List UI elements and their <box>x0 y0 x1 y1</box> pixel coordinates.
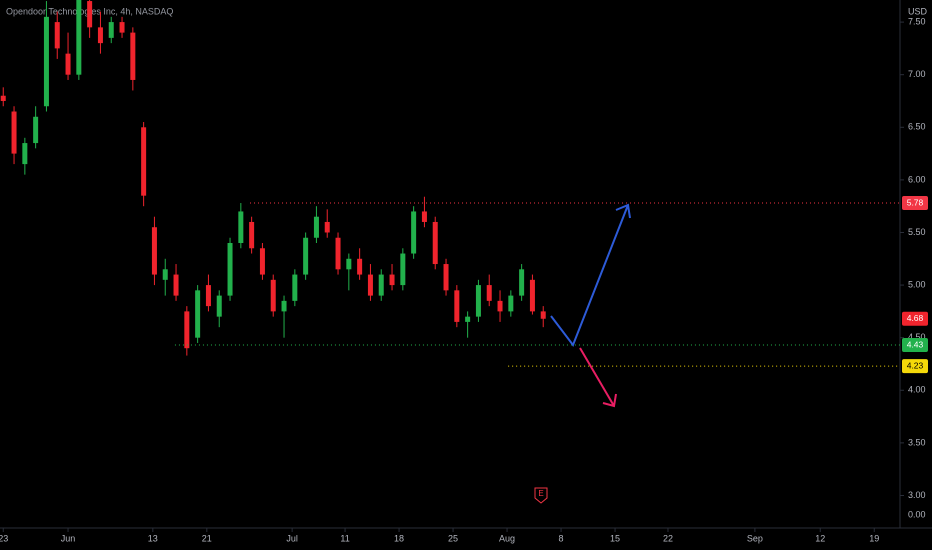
candle-body <box>249 221 255 249</box>
candle-body <box>292 274 298 301</box>
candle-body <box>141 127 147 196</box>
candle-body <box>227 243 233 296</box>
earnings-label: E <box>538 489 543 498</box>
candle-body <box>367 274 373 296</box>
bearish-arrow <box>579 347 615 407</box>
candle-body <box>65 53 71 75</box>
candle-body <box>173 274 179 296</box>
level-label-box <box>902 359 928 374</box>
x-tick-label: 25 <box>448 533 458 543</box>
candle-body <box>346 258 352 270</box>
candle-body <box>529 279 535 312</box>
x-tick-label: 11 <box>340 533 349 543</box>
y-tick-label: 3.00 <box>908 490 926 500</box>
level-label: 5.78 <box>907 197 924 207</box>
candle-body <box>108 22 114 38</box>
candle-body <box>389 274 395 286</box>
candle-body <box>519 269 525 296</box>
x-tick-label: 13 <box>148 533 158 543</box>
candle-body <box>378 274 384 296</box>
candle-body <box>540 311 546 319</box>
level-label-box <box>902 338 928 353</box>
level-label: 4.43 <box>907 339 924 349</box>
x-tick-label: 18 <box>394 533 404 543</box>
x-tick-label: Jul <box>286 533 298 543</box>
candle-body <box>43 16 49 107</box>
candle-body <box>454 290 460 322</box>
candle-body <box>205 285 211 307</box>
candle-body <box>465 316 471 322</box>
y-tick-label: 5.50 <box>908 227 926 237</box>
x-tick-label: 21 <box>202 533 212 543</box>
x-tick-label: 8 <box>559 533 564 543</box>
candle-body <box>357 258 363 275</box>
candle-body <box>162 269 168 280</box>
candle-body <box>400 253 406 286</box>
last-price-box <box>902 311 928 326</box>
bearish-arrowhead <box>602 393 617 408</box>
currency-label: USD <box>908 6 928 16</box>
y-tick-label: 5.00 <box>908 279 926 289</box>
candle-body <box>216 295 222 317</box>
candle-body <box>130 32 136 80</box>
last-price-label: 4.68 <box>907 313 924 323</box>
candle-body <box>119 22 125 33</box>
y-tick-label: 7.50 <box>908 16 926 26</box>
x-tick-label: 23 <box>0 533 8 543</box>
y-tick-label: 4.50 <box>908 332 926 342</box>
candle-body <box>33 116 39 144</box>
x-tick-label: Jun <box>61 533 76 543</box>
candle-body <box>281 300 287 312</box>
candle-body <box>421 211 427 222</box>
level-label: 4.23 <box>907 360 924 370</box>
candle-body <box>259 248 265 275</box>
y-tick-label: 3.50 <box>908 437 926 447</box>
candle-body <box>497 300 503 312</box>
x-tick-label: 19 <box>869 533 879 543</box>
candle-body <box>54 22 60 49</box>
candle-body <box>87 1 93 28</box>
y-tick-label: 6.00 <box>908 174 926 184</box>
y-tick-label: 4.00 <box>908 385 926 395</box>
candle-body <box>303 237 309 275</box>
candle-body <box>486 285 492 301</box>
x-tick-label: 15 <box>610 533 620 543</box>
candle-body <box>76 0 82 75</box>
y-tick-label: 6.50 <box>908 122 926 132</box>
candle-body <box>195 290 201 338</box>
candle-body <box>475 285 481 317</box>
candle-body <box>97 27 103 44</box>
bullish-arrowhead <box>615 203 631 219</box>
x-tick-label: 12 <box>815 533 825 543</box>
candle-body <box>184 311 190 349</box>
candle-body <box>411 211 417 254</box>
x-tick-label: 22 <box>663 533 673 543</box>
y-tick-label: 7.00 <box>908 69 926 79</box>
candle-body <box>432 221 438 265</box>
candle-body <box>508 295 514 312</box>
x-tick-label: Aug <box>499 533 515 543</box>
x-tick-label: Sep <box>747 533 763 543</box>
volume-scale-label: 0.00 <box>908 509 926 519</box>
earnings-icon[interactable]: E <box>534 487 548 504</box>
candle-body <box>324 221 330 233</box>
candle-body <box>0 95 6 101</box>
candle-body <box>313 216 319 238</box>
candle-body <box>335 237 341 270</box>
candle-body <box>11 111 17 154</box>
earnings-badge <box>534 487 548 504</box>
candle-body <box>270 279 276 312</box>
candle-body <box>238 211 244 244</box>
candle-body <box>22 143 28 165</box>
bullish-arrow <box>550 204 629 348</box>
candle-body <box>151 227 157 275</box>
level-label-box <box>902 196 928 211</box>
candle-body <box>443 264 449 291</box>
